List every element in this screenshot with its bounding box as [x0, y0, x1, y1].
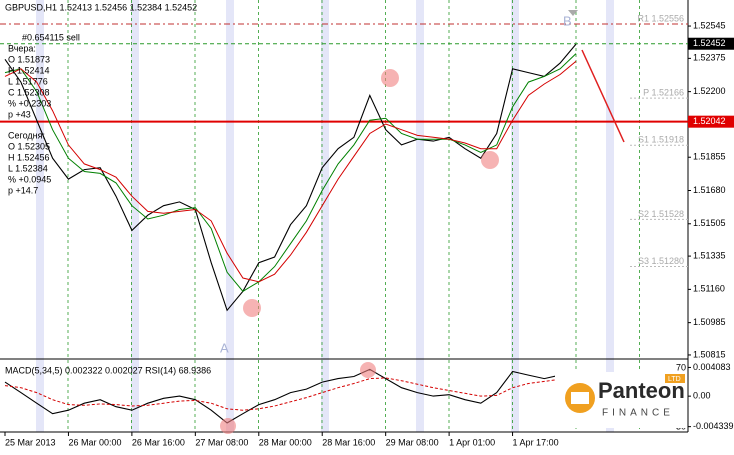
x-tick-label: 28 Mar 16:00	[322, 437, 375, 447]
x-tick-label: 1 Apr 17:00	[513, 437, 559, 447]
info-line: C 1.52308	[8, 87, 50, 97]
y-tick-label: 0.00	[693, 391, 711, 401]
level-label: R1 1.52556	[637, 13, 684, 23]
logo-tag-bg	[665, 374, 685, 383]
info-line: L 1.52384	[8, 163, 48, 173]
logo-sub: FINANCE	[602, 408, 674, 419]
x-tick-label: 25 Mar 2013	[5, 437, 56, 447]
info-line: O 1.52305	[8, 141, 50, 151]
annotation: A	[220, 340, 229, 355]
x-tick-label: 26 Mar 00:00	[68, 437, 121, 447]
session-band	[606, 0, 614, 432]
annotation: B	[563, 13, 572, 28]
background-layer	[0, 0, 689, 433]
series-line	[4, 60, 577, 283]
logo-icon-inner	[571, 392, 589, 404]
y-tick-label: 1.51335	[693, 250, 726, 260]
y-tick-label: 1.50985	[693, 317, 726, 327]
highlight-circle	[360, 362, 376, 378]
level-label: S3 1.51280	[638, 256, 684, 266]
y-tick-label: 1.52545	[693, 20, 726, 30]
chart-title: GBPUSD,H1 1.52413 1.52456 1.52384 1.5245…	[5, 2, 197, 12]
info-line: H 1.52414	[8, 65, 50, 75]
shift-marker	[568, 10, 578, 16]
session-band	[226, 0, 234, 432]
level-label: S1 1.51918	[638, 135, 684, 145]
highlight-circle	[481, 151, 499, 169]
info-line: #0.654115 sell	[22, 32, 80, 42]
info-line: p +14.7	[8, 185, 38, 195]
highlight-circle	[220, 418, 236, 434]
plot-layer: 1.525451.523751.522001.520301.518551.516…	[0, 13, 734, 447]
logo: Panteon FINANCE LTD	[555, 372, 687, 428]
indicator-title: MACD(5,34,5) 0.002322 0.002027 RSI(14) 6…	[5, 365, 211, 375]
series-line	[4, 368, 577, 424]
info-line: % +0.0945	[8, 174, 51, 184]
x-tick-label: 1 Apr 01:00	[449, 437, 495, 447]
red-line-label: 1.52042	[693, 116, 726, 126]
highlight-circle	[243, 299, 261, 317]
series-line	[4, 376, 577, 411]
rsi-level-label: 70	[676, 362, 686, 372]
info-line: p +43	[8, 109, 31, 119]
highlight-circle	[381, 69, 399, 87]
session-band	[511, 0, 519, 432]
level-label: S2 1.51528	[638, 209, 684, 219]
session-band	[131, 0, 139, 432]
y-tick-label: -0.004339	[693, 421, 734, 431]
info-line: Вчера:	[8, 43, 36, 53]
info-line: O 1.51873	[8, 54, 50, 64]
price-label-bg	[688, 37, 734, 50]
level-label: P 1.52166	[643, 87, 684, 97]
x-tick-label: 26 Mar 16:00	[132, 437, 185, 447]
y-tick-label: 1.50815	[693, 349, 726, 359]
price-label-bg	[688, 115, 734, 128]
info-line: % +0.2303	[8, 98, 51, 108]
info-line: Сегодня:	[8, 130, 45, 140]
session-band	[36, 0, 44, 432]
y-tick-label: 1.52200	[693, 86, 726, 96]
y-tick-label: 1.51505	[693, 218, 726, 228]
x-tick-label: 29 Mar 08:00	[386, 437, 439, 447]
y-tick-label: 1.51680	[693, 185, 726, 195]
series-line	[4, 43, 577, 312]
y-tick-label: 1.51160	[693, 284, 725, 294]
series-line	[4, 53, 577, 292]
session-band	[321, 0, 329, 432]
current-price-label: 1.52452	[693, 38, 726, 48]
info-line: H 1.52456	[8, 152, 50, 162]
session-band	[416, 0, 424, 432]
info-line: L 1.51776	[8, 76, 48, 86]
arrow	[581, 49, 625, 143]
logo-tag: LTD	[668, 376, 681, 383]
y-tick-label: 0.004083	[693, 362, 731, 372]
x-tick-label: 27 Mar 08:00	[195, 437, 248, 447]
x-tick-label: 28 Mar 00:00	[259, 437, 312, 447]
y-tick-label: 1.51855	[693, 152, 726, 162]
y-tick-label: 1.52375	[693, 53, 726, 63]
